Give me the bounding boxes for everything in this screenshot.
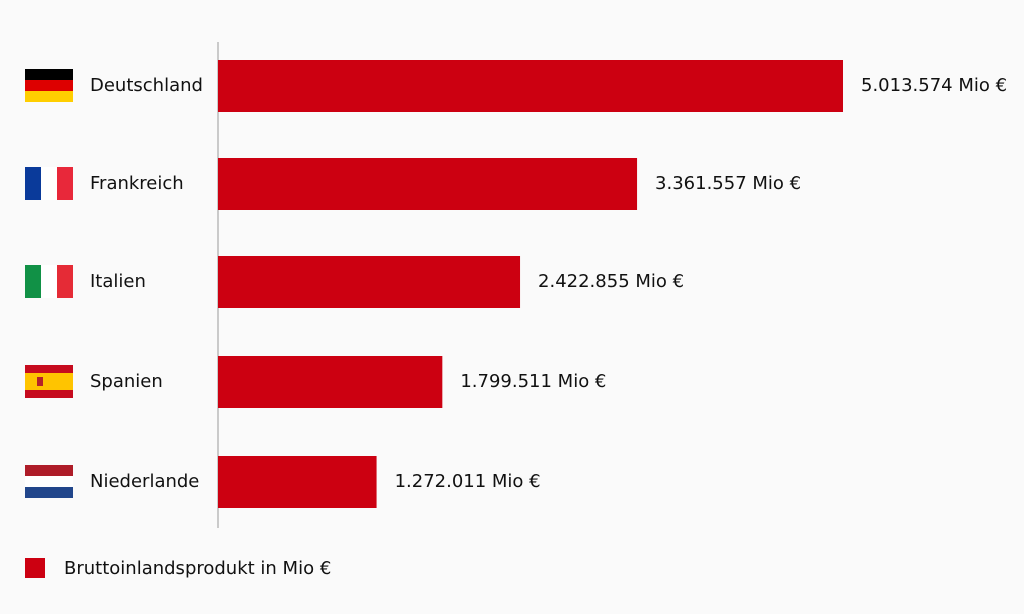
bar <box>218 256 521 308</box>
category-label: Niederlande <box>90 471 199 492</box>
legend-label: Bruttoinlandsprodukt in Mio € <box>64 558 331 579</box>
flag-fr <box>25 167 73 200</box>
value-label: 1.272.011 Mio € <box>395 471 541 492</box>
flag-it <box>25 265 73 298</box>
bar <box>218 356 443 408</box>
category-label: Deutschland <box>90 75 203 96</box>
category-label: Spanien <box>90 371 163 392</box>
value-label: 3.361.557 Mio € <box>655 173 801 194</box>
bar <box>218 456 377 508</box>
legend-swatch <box>25 558 45 578</box>
flag-nl <box>25 465 73 498</box>
flag-es <box>25 365 73 398</box>
value-label: 5.013.574 Mio € <box>861 75 1007 96</box>
value-label: 1.799.511 Mio € <box>460 371 606 392</box>
bar <box>218 158 638 210</box>
flag-de <box>25 69 73 102</box>
bar <box>218 60 843 112</box>
value-label: 2.422.855 Mio € <box>538 271 684 292</box>
category-label: Frankreich <box>90 173 184 194</box>
category-label: Italien <box>90 271 146 292</box>
